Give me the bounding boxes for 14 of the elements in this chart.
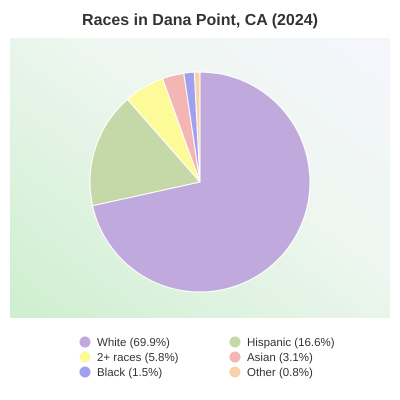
chart-title: Races in Dana Point, CA (2024) xyxy=(82,12,318,29)
data-label: (5.8%) xyxy=(144,352,179,364)
legend-label: Other xyxy=(247,367,276,379)
data-label: (16.6%) xyxy=(294,337,335,349)
legend-label: Hispanic xyxy=(247,337,292,349)
legend-label: 2+ races xyxy=(97,352,142,364)
data-label: (0.8%) xyxy=(278,367,313,379)
legend-label: White xyxy=(97,337,126,349)
data-label: (69.9%) xyxy=(130,337,170,349)
legend-label: Asian xyxy=(247,352,276,364)
data-label: (3.1%) xyxy=(278,352,313,364)
legend-label: Black xyxy=(97,367,126,379)
pie-slice xyxy=(92,72,310,292)
data-label: (1.5%) xyxy=(128,367,162,379)
